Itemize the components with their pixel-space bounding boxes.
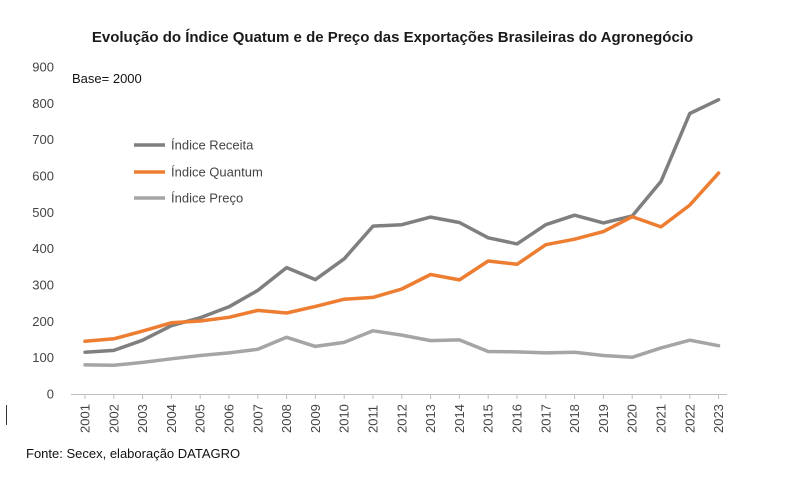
x-tick-label: 2002 (106, 404, 121, 433)
text-cursor (6, 405, 7, 425)
x-tick-label: 2023 (711, 404, 726, 433)
x-tick-label: 2018 (567, 404, 582, 433)
y-tick-label: 400 (32, 241, 54, 256)
legend-label: Índice Quantum (171, 165, 263, 180)
x-tick-label: 2019 (596, 404, 611, 433)
x-tick-label: 2007 (250, 404, 265, 433)
x-tick-label: 2016 (510, 404, 525, 433)
x-tick-label: 2006 (222, 404, 237, 433)
x-tick-label: 2011 (366, 405, 381, 433)
y-tick-label: 700 (32, 132, 54, 147)
y-tick-label: 100 (32, 350, 54, 365)
series-line-3 (83, 329, 721, 368)
y-tick-label: 800 (32, 96, 54, 111)
x-tick-label: 2005 (193, 404, 208, 433)
y-tick-label: 900 (32, 60, 54, 75)
x-tick-label: 2010 (337, 404, 352, 433)
x-tick-label: 2020 (625, 404, 640, 433)
x-tick-label: 2022 (682, 404, 697, 433)
y-tick-label: 200 (32, 314, 54, 329)
x-tick-label: 2003 (135, 404, 150, 433)
x-tick-label: 2014 (452, 404, 467, 433)
y-tick-label: 300 (32, 278, 54, 293)
y-tick-label: 500 (32, 205, 54, 220)
source-note: Fonte: Secex, elaboração DATAGRO (26, 446, 241, 461)
y-tick-label: 0 (47, 387, 54, 402)
x-tick-label: 2015 (481, 404, 496, 433)
x-tick-label: 2013 (423, 404, 438, 433)
x-tick-label: 2012 (394, 404, 409, 433)
legend-label: Índice Receita (171, 138, 254, 153)
base-note: Base= 2000 (72, 71, 142, 86)
x-tick-label: 2009 (308, 404, 323, 433)
legend-label: Índice Preço (171, 191, 243, 206)
x-tick-label: 2008 (279, 404, 294, 433)
x-tick-label: 2017 (538, 404, 553, 433)
series-line-2 (83, 171, 721, 344)
x-tick-label: 2004 (164, 404, 179, 433)
y-tick-label: 600 (32, 169, 54, 184)
x-tick-label: 2001 (78, 404, 93, 433)
chart-title: Evolução do Índice Quatum e de Preço das… (91, 29, 694, 46)
x-tick-label: 2021 (654, 404, 669, 433)
